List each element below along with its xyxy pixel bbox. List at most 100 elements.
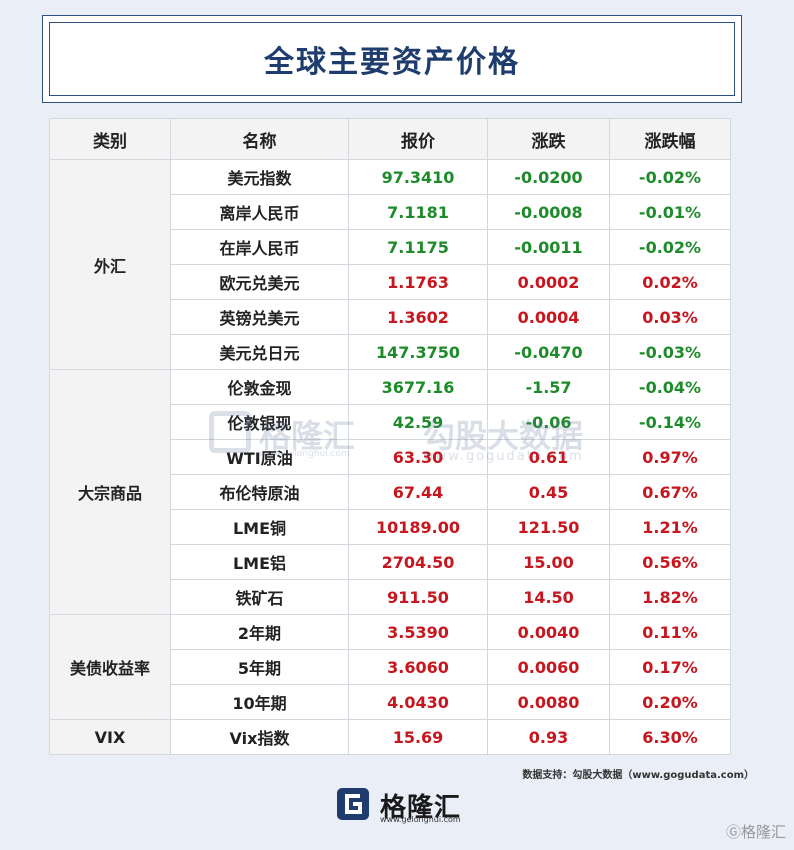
price-cell: 7.1181	[348, 194, 488, 230]
table-row: 布伦特原油 67.44 0.45 0.67%	[50, 474, 731, 510]
change-cell: 0.0060	[487, 649, 610, 685]
change-pct-cell: -0.01%	[609, 194, 731, 230]
change-cell: -0.06	[487, 404, 610, 440]
name-cell: 英镑兑美元	[170, 299, 349, 335]
table-row: 10年期 4.0430 0.0080 0.20%	[50, 684, 731, 720]
table-row: 铁矿石 911.50 14.50 1.82%	[50, 579, 731, 615]
change-cell: 121.50	[487, 509, 610, 545]
change-cell: 0.0080	[487, 684, 610, 720]
page-title: 全球主要资产价格	[264, 45, 520, 80]
change-pct-cell: 1.21%	[609, 509, 731, 545]
table-row: 5年期 3.6060 0.0060 0.17%	[50, 649, 731, 685]
change-pct-cell: 1.82%	[609, 579, 731, 615]
name-cell: 伦敦银现	[170, 404, 349, 440]
name-cell: 铁矿石	[170, 579, 349, 615]
change-pct-cell: 0.56%	[609, 544, 731, 580]
table-header-row: 类别 名称 报价 涨跌 涨跌幅	[49, 118, 731, 160]
change-cell: -1.57	[487, 369, 610, 405]
table-row: 离岸人民币 7.1181 -0.0008 -0.01%	[50, 194, 731, 230]
name-cell: 2年期	[170, 614, 349, 650]
name-cell: 美元兑日元	[170, 334, 349, 370]
category-cell: VIX	[49, 719, 171, 755]
change-cell: -0.0200	[487, 159, 610, 195]
price-cell: 147.3750	[348, 334, 488, 370]
name-cell: 布伦特原油	[170, 474, 349, 510]
price-cell: 2704.50	[348, 544, 488, 580]
name-cell: LME铜	[170, 509, 349, 545]
name-cell: 美元指数	[170, 159, 349, 195]
price-cell: 911.50	[348, 579, 488, 615]
price-cell: 3677.16	[348, 369, 488, 405]
change-cell: -0.0470	[487, 334, 610, 370]
corner-watermark: Ⓖ格隆汇	[725, 823, 786, 841]
change-cell: 0.45	[487, 474, 610, 510]
table-row: 美元兑日元 147.3750 -0.0470 -0.03%	[50, 334, 731, 370]
change-cell: 0.0002	[487, 264, 610, 300]
change-cell: 0.61	[487, 439, 610, 475]
category-cell: 美债收益率	[49, 614, 171, 720]
name-cell: 5年期	[170, 649, 349, 685]
name-cell: WTI原油	[170, 439, 349, 475]
price-cell: 10189.00	[348, 509, 488, 545]
name-cell: Vix指数	[170, 719, 349, 755]
change-cell: -0.0011	[487, 229, 610, 265]
data-source-note: 数据支持：勾股大数据（www.gogudata.com）	[522, 770, 754, 781]
change-cell: 15.00	[487, 544, 610, 580]
change-cell: 0.93	[487, 719, 610, 755]
name-cell: 10年期	[170, 684, 349, 720]
change-pct-cell: 0.17%	[609, 649, 731, 685]
price-cell: 42.59	[348, 404, 488, 440]
table-row: 欧元兑美元 1.1763 0.0002 0.02%	[50, 264, 731, 300]
footer-url: www.gelonghui.com	[380, 815, 461, 824]
price-cell: 63.30	[348, 439, 488, 475]
change-pct-cell: -0.02%	[609, 229, 731, 265]
name-cell: 欧元兑美元	[170, 264, 349, 300]
change-pct-cell: 0.03%	[609, 299, 731, 335]
table-row: 在岸人民币 7.1175 -0.0011 -0.02%	[50, 229, 731, 265]
change-pct-cell: 0.67%	[609, 474, 731, 510]
change-pct-cell: 0.11%	[609, 614, 731, 650]
header-change-pct: 涨跌幅	[609, 118, 731, 160]
price-cell: 4.0430	[348, 684, 488, 720]
price-cell: 1.3602	[348, 299, 488, 335]
footer-brand: 格隆汇	[380, 793, 462, 823]
table-row: VIX Vix指数 15.69 0.93 6.30%	[49, 719, 731, 755]
footer-logo: 格隆汇 www.gelonghui.com	[336, 785, 466, 825]
price-cell: 1.1763	[348, 264, 488, 300]
price-cell: 97.3410	[348, 159, 488, 195]
title-inner-frame: 全球主要资产价格	[49, 22, 735, 96]
header-price: 报价	[348, 118, 488, 160]
change-cell: 0.0040	[487, 614, 610, 650]
table-row: 大宗商品 伦敦金现 3677.16 -1.57 -0.04%	[49, 369, 731, 615]
gelonghui-logo-icon	[337, 788, 369, 820]
change-pct-cell: 0.97%	[609, 439, 731, 475]
name-cell: LME铝	[170, 544, 349, 580]
name-cell: 离岸人民币	[170, 194, 349, 230]
change-pct-cell: -0.14%	[609, 404, 731, 440]
name-cell: 在岸人民币	[170, 229, 349, 265]
table-row: 伦敦银现 42.59 -0.06 -0.14%	[50, 404, 731, 440]
table-row: 英镑兑美元 1.3602 0.0004 0.03%	[50, 299, 731, 335]
change-pct-cell: 0.02%	[609, 264, 731, 300]
change-pct-cell: -0.03%	[609, 334, 731, 370]
header-name: 名称	[170, 118, 349, 160]
price-cell: 7.1175	[348, 229, 488, 265]
title-banner: 全球主要资产价格	[42, 15, 742, 103]
change-cell: -0.0008	[487, 194, 610, 230]
change-pct-cell: -0.04%	[609, 369, 731, 405]
change-cell: 14.50	[487, 579, 610, 615]
change-cell: 0.0004	[487, 299, 610, 335]
price-cell: 3.5390	[348, 614, 488, 650]
change-pct-cell: 0.20%	[609, 684, 731, 720]
category-cell: 外汇	[49, 159, 171, 370]
change-pct-cell: -0.02%	[609, 159, 731, 195]
header-change: 涨跌	[487, 118, 610, 160]
header-category: 类别	[49, 118, 171, 160]
table-row: 美债收益率 2年期 3.5390 0.0040 0.11%	[49, 614, 731, 720]
change-pct-cell: 6.30%	[609, 719, 731, 755]
price-cell: 3.6060	[348, 649, 488, 685]
table-row: 外汇 美元指数 97.3410 -0.0200 -0.02%	[49, 159, 731, 370]
category-cell: 大宗商品	[49, 369, 171, 615]
name-cell: 伦敦金现	[170, 369, 349, 405]
price-cell: 15.69	[348, 719, 488, 755]
